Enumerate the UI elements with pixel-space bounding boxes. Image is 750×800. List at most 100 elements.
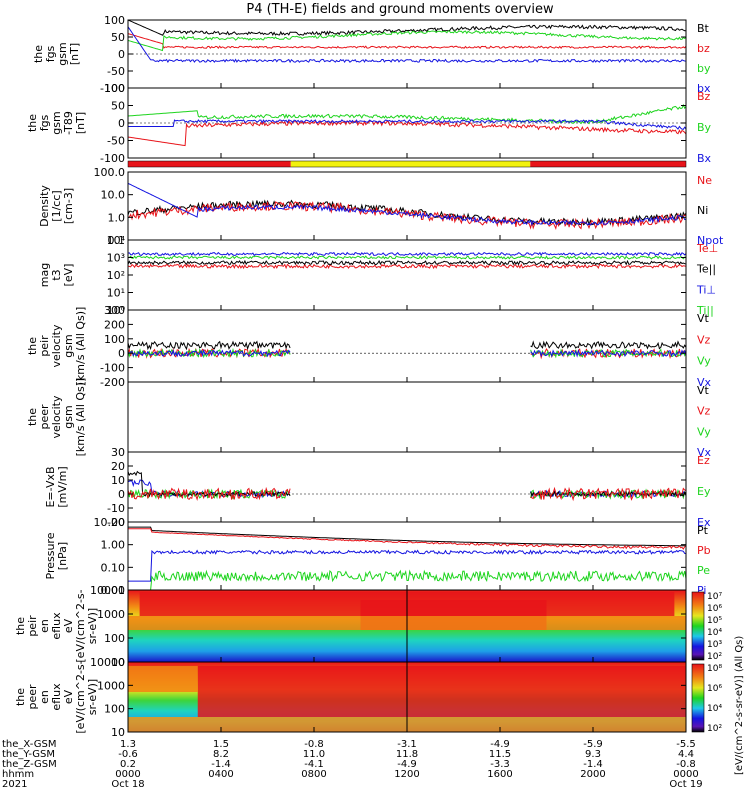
series-peir_velocity bbox=[127, 348, 687, 358]
x-row-value: Oct 18 bbox=[111, 779, 144, 790]
legend-bz: bz bbox=[697, 42, 710, 55]
series-pressure bbox=[128, 569, 687, 591]
mode-bar-segment bbox=[128, 161, 291, 167]
y-tick-label: 20 bbox=[111, 460, 125, 473]
x-row-value: 11.8 bbox=[396, 749, 418, 760]
colorbar-peir-tick: 10⁶ bbox=[707, 604, 722, 614]
series-fgs_gsm_t89 bbox=[127, 103, 687, 125]
legend-Vz: Vz bbox=[697, 405, 711, 418]
y-tick-label: 0.01 bbox=[101, 584, 126, 597]
colorbar-peer-tick: 10⁴ bbox=[707, 704, 722, 714]
y-tick-label: 200 bbox=[104, 318, 125, 331]
mode-bar-segment bbox=[530, 161, 686, 167]
x-row-value: -4.9 bbox=[397, 759, 417, 770]
x-row-value: 2000 bbox=[580, 769, 605, 780]
y-tick-label: 100 bbox=[104, 14, 125, 27]
x-row-value: 1600 bbox=[487, 769, 512, 780]
y-axis-label-line: gsm bbox=[50, 111, 63, 134]
y-tick-label: 10³ bbox=[107, 252, 125, 265]
legend-Pt: Pt bbox=[697, 524, 709, 537]
panel-frame bbox=[127, 381, 687, 453]
legend-Npot: Npot bbox=[697, 234, 724, 247]
y-axis-label-line: peir bbox=[38, 335, 51, 357]
x-row-value: 0.2 bbox=[120, 759, 136, 770]
y-tick-label: 0 bbox=[118, 488, 125, 501]
x-row-label: the_Z-GSM bbox=[2, 759, 57, 770]
series-fgs_gsm bbox=[127, 33, 687, 50]
panel-frame bbox=[127, 171, 687, 241]
y-axis-label-line: -T89 bbox=[62, 111, 75, 135]
colorbar-peir-tick: 10³ bbox=[707, 640, 722, 650]
legend-Te||: Te|| bbox=[696, 263, 716, 276]
colorbar-label: [eV/(cm^2-s-sr-eV)] (All Qs) bbox=[734, 636, 745, 775]
y-tick-label: 100.0 bbox=[94, 166, 126, 179]
spectrogram-band bbox=[128, 666, 198, 692]
spectrogram-band bbox=[197, 666, 686, 717]
panel-temperature: 10⁴ 10³ 10² 10¹ 10⁰ mag t3 [eV] Te⊥ Te|| Ti⊥ Ti|| bbox=[38, 234, 718, 317]
x-row-label: hhmm bbox=[2, 769, 34, 780]
legend-Vx: Vx bbox=[697, 376, 712, 389]
series-pressure bbox=[128, 528, 687, 550]
y-tick-label: 100 bbox=[104, 632, 125, 645]
y-axis-label-line: the bbox=[26, 408, 39, 426]
colorbar-peir-tick: 10⁵ bbox=[707, 616, 722, 626]
y-axis-label-line: [eV] bbox=[62, 264, 75, 287]
x-row-value: 9.3 bbox=[585, 749, 601, 760]
x-row-value: -0.8 bbox=[304, 739, 324, 750]
y-tick-label: 0 bbox=[118, 347, 125, 360]
series-density bbox=[127, 201, 687, 231]
y-tick-label: 1000 bbox=[97, 679, 125, 692]
y-tick-label: 30 bbox=[111, 446, 125, 459]
x-row-value: 8.2 bbox=[213, 749, 229, 760]
colorbar-peir-tick: 10⁴ bbox=[707, 628, 722, 638]
y-tick-label: 10000 bbox=[90, 584, 125, 597]
y-tick-label: 0.10 bbox=[101, 561, 126, 574]
y-tick-label: -100 bbox=[100, 152, 125, 165]
y-tick-label: 50 bbox=[111, 31, 125, 44]
y-axis-label-line: [nPa] bbox=[56, 542, 69, 570]
y-axis-label-line: sr-eV)] bbox=[86, 608, 99, 644]
y-axis-label-line: [km/s (All Qs)] bbox=[74, 378, 87, 457]
y-axis-label-line: the bbox=[26, 337, 39, 355]
series-density bbox=[127, 182, 687, 227]
x-row-label: 2021 bbox=[2, 779, 27, 790]
legend-Pb: Pb bbox=[697, 544, 711, 557]
y-axis-label-line: the bbox=[26, 114, 39, 132]
panel-peer_spec: 10000 1000 100 10 the peer en eflux eV [eV/(cm^2-… bbox=[14, 656, 687, 739]
x-row-value: 11.5 bbox=[489, 749, 511, 760]
legend-Vt: Vt bbox=[697, 384, 710, 397]
legend-Bx: Bx bbox=[697, 152, 712, 165]
y-axis-label-line: E=-VxB bbox=[44, 466, 57, 507]
x-row-value: 1.5 bbox=[213, 739, 229, 750]
y-axis-label-line: velocity bbox=[50, 324, 63, 367]
series-temperature bbox=[127, 259, 687, 266]
panel-peer_velocity: the peer velocity gsm [km/s (All Qs)] Vt Vz Vy V… bbox=[26, 378, 712, 459]
panel-fgs_gsm: 100 50 0 -50 -100 the fgs gsm [nT] Bt bz by bx bbox=[32, 14, 711, 95]
y-tick-label: -10 bbox=[107, 502, 125, 515]
legend-Vx: Vx bbox=[697, 446, 712, 459]
y-tick-label: 100 bbox=[104, 703, 125, 716]
series-temperature bbox=[127, 251, 687, 257]
panel-frame bbox=[127, 239, 687, 311]
y-axis-label: the peir velocity gsm [km/s (All Qs)] bbox=[26, 307, 87, 386]
y-tick-label: 100 bbox=[104, 333, 125, 346]
series-pressure bbox=[128, 549, 687, 582]
y-axis-label-line: mag bbox=[38, 263, 51, 287]
y-axis-label-line: the bbox=[14, 688, 27, 706]
x-row-value: 1200 bbox=[394, 769, 419, 780]
x-row-value: -0.6 bbox=[118, 749, 138, 760]
y-axis-label-line: eflux bbox=[50, 683, 63, 711]
legend-Vy: Vy bbox=[697, 425, 711, 438]
series-fgs_gsm_t89 bbox=[128, 119, 687, 130]
series-temperature bbox=[127, 263, 687, 270]
y-axis-label-line: [nT] bbox=[74, 112, 87, 134]
series-efield bbox=[127, 486, 687, 502]
x-row-label: the_Y-GSM bbox=[2, 749, 55, 760]
y-axis-label-line: eflux bbox=[50, 612, 63, 640]
y-axis-label-line: [eV/(cm^2-s- bbox=[74, 589, 87, 662]
colorbar-peir-tick: 10⁷ bbox=[707, 592, 722, 602]
y-tick-label: 10000 bbox=[90, 656, 125, 669]
y-tick-label: 0 bbox=[118, 48, 125, 61]
